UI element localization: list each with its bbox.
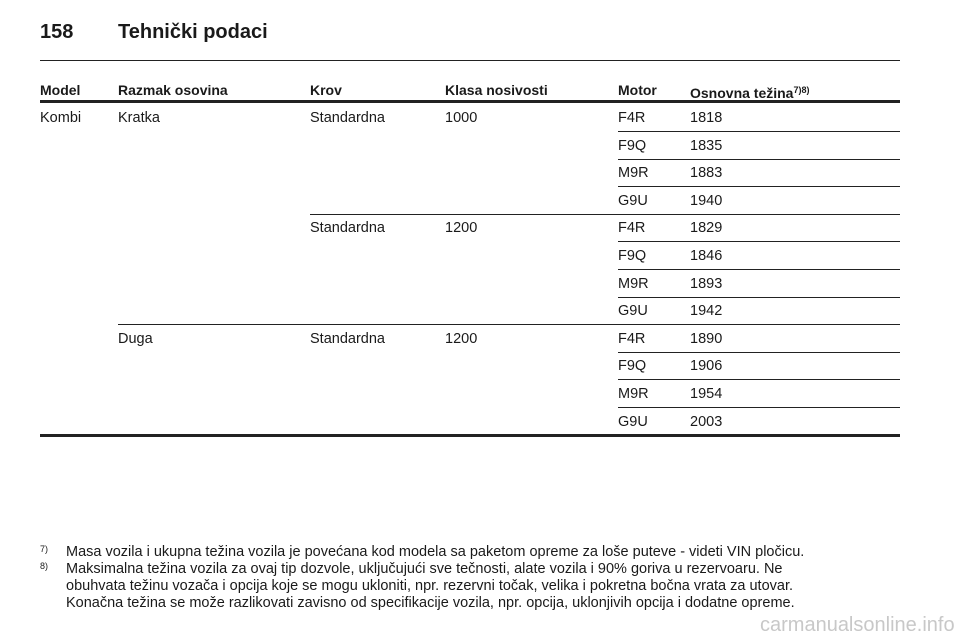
page-number: 158	[40, 21, 74, 43]
row-rule	[618, 241, 900, 243]
cell-roof: Standardna	[310, 330, 385, 347]
cell-motor: F4R	[618, 110, 646, 126]
cell-motor: F9Q	[618, 137, 647, 154]
cell-weight: 1890	[690, 330, 723, 347]
cell-class: 1200	[445, 330, 478, 347]
column-header: Klasa nosivosti	[445, 82, 548, 98]
row-rule	[618, 158, 900, 160]
cell-model: Kombi	[40, 110, 82, 126]
cell-weight: 2003	[690, 413, 723, 430]
column-header: Osnovna težina7)8)	[690, 85, 810, 101]
cell-motor: F4R	[618, 330, 646, 347]
cell-weight: 1954	[690, 386, 723, 402]
cell-motor: M9R	[618, 165, 649, 182]
footnote-mark: 7)	[40, 544, 49, 554]
footnote-text: Masa vozila i ukupna težina vozila je po…	[66, 544, 805, 560]
cell-class: 1000	[445, 110, 478, 126]
cell-roof: Standardna	[310, 220, 385, 237]
cell-weight: 1818	[690, 110, 723, 126]
cell-wheelbase: Duga	[118, 330, 153, 347]
cell-weight: 1940	[690, 192, 723, 209]
row-rule	[618, 269, 900, 270]
cell-weight: 1893	[690, 275, 723, 292]
cell-roof: Standardna	[310, 110, 385, 126]
footnote-ref: 7)8)	[793, 85, 810, 95]
column-header: Model	[40, 82, 81, 98]
row-rule	[40, 433, 900, 437]
cell-motor: G9U	[618, 192, 648, 209]
cell-weight: 1906	[690, 358, 723, 375]
watermark: carmanualsonline.info	[760, 614, 955, 636]
row-rule	[618, 379, 900, 381]
row-rule	[618, 186, 900, 188]
table-header-rule	[40, 100, 900, 103]
row-rule	[118, 324, 900, 326]
row-rule	[618, 296, 900, 298]
cell-weight: 1829	[690, 220, 723, 237]
footnote-text: Maksimalna težina vozila za ovaj tip doz…	[66, 561, 783, 577]
column-header: Razmak osovina	[118, 82, 228, 98]
footnote-mark: 8)	[40, 561, 49, 571]
cell-weight: 1846	[690, 248, 723, 264]
row-rule	[618, 407, 900, 408]
header-rule	[40, 60, 900, 61]
cell-motor: G9U	[618, 413, 648, 430]
cell-weight: 1942	[690, 303, 723, 320]
cell-weight: 1883	[690, 165, 723, 182]
cell-motor: G9U	[618, 303, 648, 320]
page-title: Tehnički podaci	[118, 21, 268, 43]
footnote-text: obuhvata težinu vozača i opcija koje se …	[66, 578, 794, 594]
row-rule	[618, 131, 900, 132]
column-header: Krov	[310, 82, 342, 98]
cell-motor: M9R	[618, 275, 649, 292]
cell-motor: M9R	[618, 386, 649, 402]
row-rule	[310, 213, 900, 215]
cell-wheelbase: Kratka	[118, 110, 160, 126]
cell-class: 1200	[445, 220, 478, 237]
column-header: Motor	[618, 82, 657, 98]
cell-motor: F4R	[618, 220, 646, 237]
row-rule	[618, 351, 900, 353]
cell-weight: 1835	[690, 137, 723, 154]
cell-motor: F9Q	[618, 248, 647, 264]
footnote-text: Konačna težina se može razlikovati zavis…	[66, 595, 795, 611]
cell-motor: F9Q	[618, 358, 647, 375]
